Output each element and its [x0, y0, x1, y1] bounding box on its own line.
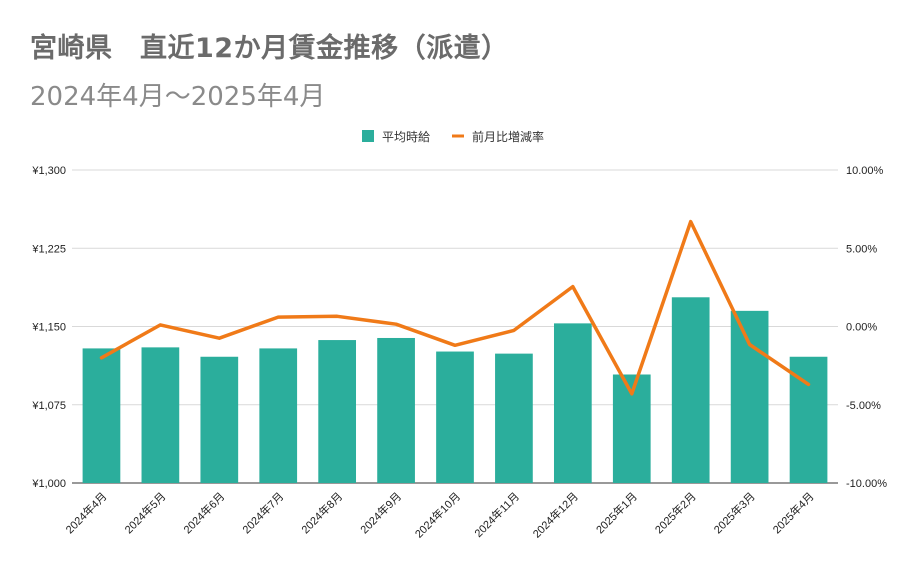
bar [671, 297, 710, 483]
legend: 平均時給 前月比増減率 [362, 129, 544, 144]
chart-subtitle: 2024年4月～2025年4月 [30, 82, 326, 112]
x-tick-label: 2024年4月 [62, 489, 109, 536]
x-tick-label: 2024年7月 [239, 489, 286, 536]
y-right-tick-label: -10.00% [846, 478, 887, 490]
x-tick-label: 2025年3月 [711, 489, 758, 536]
x-tick-label: 2025年2月 [652, 489, 699, 536]
x-tick-label: 2024年12月 [530, 489, 581, 540]
x-tick-label: 2025年4月 [770, 489, 817, 536]
bar [200, 356, 239, 483]
y-right-tick-label: 10.00% [846, 165, 884, 177]
x-tick-label: 2025年1月 [593, 489, 640, 536]
bar [377, 337, 415, 483]
y-left-tick-label: ¥1,300 [31, 165, 66, 177]
bar [259, 348, 298, 483]
bar [495, 353, 533, 483]
y-right-tick-label: 5.00% [846, 243, 877, 255]
x-tick-label: 2024年6月 [180, 489, 227, 536]
legend-label-bar: 平均時給 [382, 130, 430, 144]
y-left-tick-label: ¥1,225 [31, 243, 66, 255]
y-left-tick-label: ¥1,000 [31, 478, 66, 490]
x-tick-label: 2024年10月 [412, 489, 463, 540]
x-tick-label: 2024年8月 [298, 489, 345, 536]
y-left-tick-label: ¥1,150 [31, 322, 66, 334]
chart-title: 宮崎県 直近12か月賃金推移（派遣） [30, 33, 509, 64]
legend-swatch-bar [362, 130, 374, 142]
bar [141, 347, 180, 483]
bar [318, 340, 357, 483]
legend-label-line: 前月比増減率 [472, 129, 544, 144]
bar [553, 323, 592, 483]
y-left-tick-label: ¥1,075 [31, 400, 66, 412]
x-tick-label: 2024年9月 [357, 489, 404, 536]
x-tick-label: 2024年5月 [121, 489, 168, 536]
bar [82, 348, 121, 483]
y-right-tick-label: -5.00% [846, 400, 881, 412]
y-right-tick-label: 0.00% [846, 322, 877, 334]
bar [436, 351, 474, 483]
x-tick-label: 2024年11月 [471, 489, 522, 540]
bar [730, 310, 769, 483]
